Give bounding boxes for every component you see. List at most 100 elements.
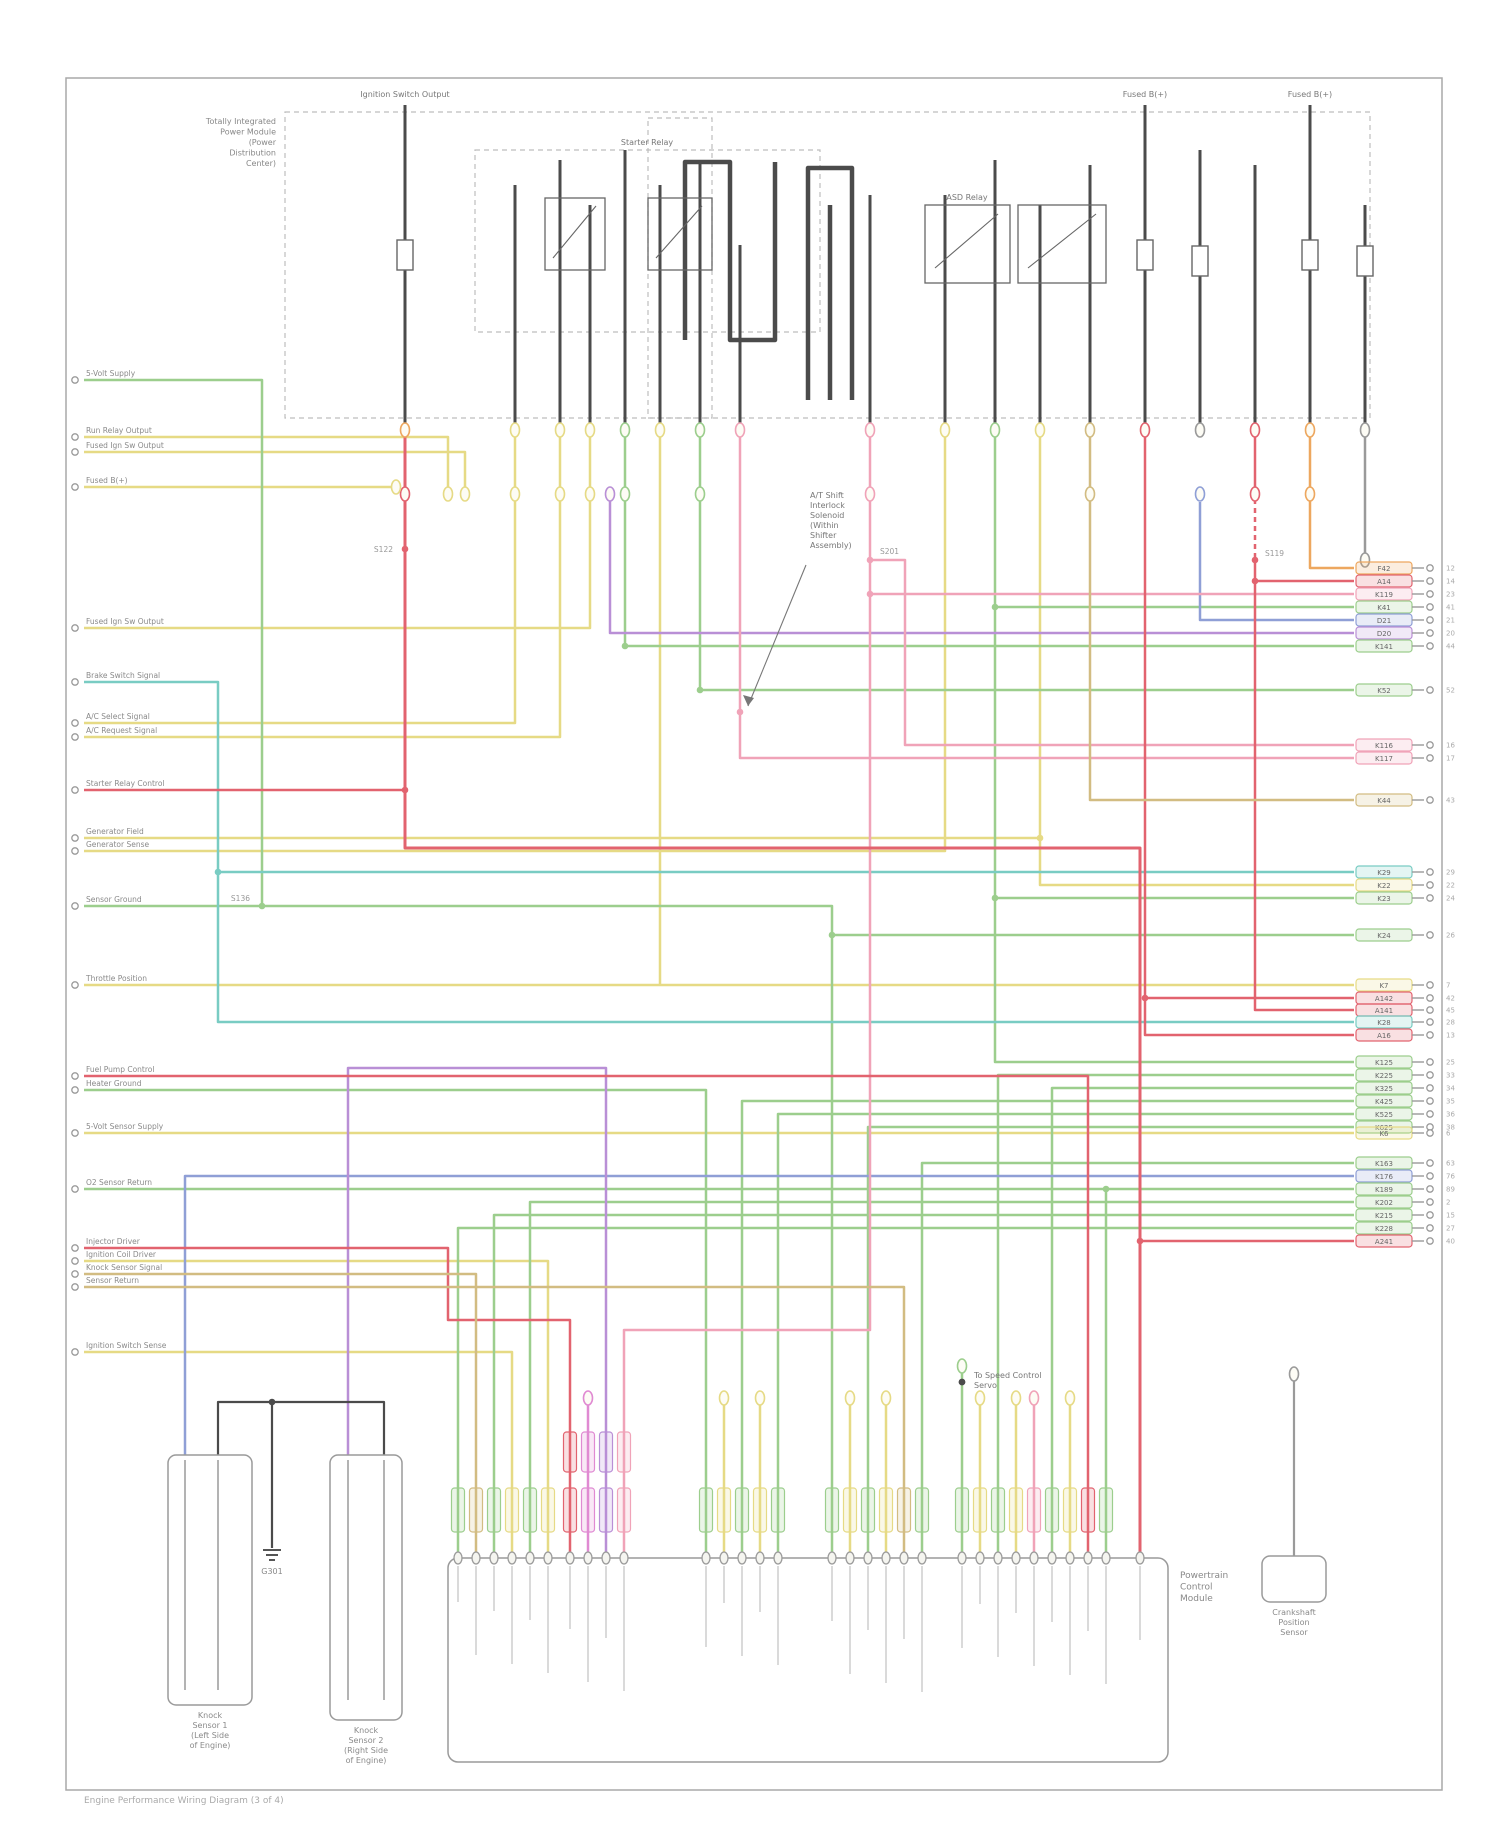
signal-label: Ignition Switch Sense xyxy=(86,1341,167,1350)
wire-blue-66 xyxy=(183,1174,1354,1455)
pin-number: 26 xyxy=(1446,932,1455,940)
splice-dot xyxy=(1102,1185,1110,1193)
pin-number: 45 xyxy=(1446,1007,1455,1015)
tipm-label: Totally Integrated xyxy=(205,117,276,126)
edge-terminal xyxy=(1426,1224,1434,1232)
wire-code: A141 xyxy=(1375,1007,1393,1015)
wires xyxy=(84,105,1367,1700)
wire-teal-64 xyxy=(84,680,1354,1024)
wire-code: K23 xyxy=(1377,895,1391,903)
wire-yellow-33 xyxy=(84,435,450,488)
shift-interlock-note: A/T Shift xyxy=(810,491,844,500)
pcm-pin xyxy=(881,1551,891,1565)
edge-terminal xyxy=(1426,577,1434,585)
pcm-pin xyxy=(719,1551,729,1565)
connector-terminal xyxy=(509,422,521,438)
connector-terminal xyxy=(509,486,521,502)
wire-green-60 xyxy=(492,1213,1354,1556)
wire-code: K625 xyxy=(1375,1124,1393,1132)
connector-terminal xyxy=(864,486,876,502)
feed-label: Fused B(+) xyxy=(1123,90,1167,99)
wire-yellow-23 xyxy=(84,434,562,739)
connector-terminal xyxy=(939,422,951,438)
connector-block xyxy=(716,1487,732,1533)
pcm-pin xyxy=(1029,1551,1039,1565)
edge-terminal xyxy=(71,1257,79,1265)
knock-sensor-1-label: Sensor 1 xyxy=(192,1721,227,1730)
edge-terminal xyxy=(71,786,79,794)
signal-label: Heater Ground xyxy=(86,1079,142,1088)
edge-terminal xyxy=(1426,1018,1434,1026)
pcm-pin xyxy=(1011,1551,1021,1565)
pcm-outline xyxy=(447,1557,1169,1763)
wire-yellow-31 xyxy=(84,1259,550,1556)
connector-block xyxy=(1008,1487,1024,1533)
connector-block xyxy=(1080,1487,1096,1533)
annotation-arrow xyxy=(747,564,807,707)
footer-caption: Engine Performance Wiring Diagram (3 of … xyxy=(84,1796,284,1806)
pcm-pin xyxy=(1101,1551,1111,1565)
signal-label: Generator Sense xyxy=(86,840,150,849)
wire-green-54 xyxy=(776,1112,1354,1556)
connector-block xyxy=(580,1431,596,1473)
connector-terminal xyxy=(399,422,411,438)
connector-terminal xyxy=(554,486,566,502)
pin-number: 14 xyxy=(1446,578,1455,586)
edge-terminal xyxy=(1426,1172,1434,1180)
wire-violet-68 xyxy=(608,496,1354,635)
edge-terminal xyxy=(1426,1084,1434,1092)
wire-green-55 xyxy=(866,1125,1354,1556)
wire-code: K215 xyxy=(1375,1212,1393,1220)
wire-blk-91 xyxy=(216,1400,274,1548)
wire-code: K117 xyxy=(1375,755,1393,763)
pcm-pin xyxy=(1083,1551,1093,1565)
wire-pink-73 xyxy=(870,558,1354,747)
connector-terminal xyxy=(694,486,706,502)
wire-green-59 xyxy=(528,1200,1354,1556)
edge-terminal xyxy=(71,678,79,686)
wire-code: K44 xyxy=(1377,797,1391,805)
pcm-pin xyxy=(845,1551,855,1565)
pin-number: 23 xyxy=(1446,591,1455,599)
connector-terminal xyxy=(654,422,666,438)
splice-dot xyxy=(1136,1237,1144,1245)
relay-symbol xyxy=(924,204,1011,284)
wire-green-45 xyxy=(623,434,1354,648)
wire-blue-67 xyxy=(1198,502,1354,622)
edge-terminal xyxy=(1426,590,1434,598)
splice-dot xyxy=(401,545,409,553)
knock-sensor-1 xyxy=(167,1454,253,1706)
connector-block xyxy=(562,1431,578,1473)
pin-number: 41 xyxy=(1446,604,1455,612)
edge-terminal xyxy=(71,1129,79,1137)
wire-pink-71 xyxy=(738,434,1354,760)
wire-red-78 xyxy=(403,434,1142,1556)
connector-block xyxy=(914,1487,930,1533)
pin-number: 22 xyxy=(1446,882,1455,890)
wire-code: K228 xyxy=(1375,1225,1393,1233)
pcm-pin xyxy=(975,1551,985,1565)
signal-label: Injector Driver xyxy=(86,1237,141,1246)
wire-code: K28 xyxy=(1377,1019,1391,1027)
wire-blk-18 xyxy=(682,159,778,343)
bottom-connector-blocks xyxy=(450,1431,1114,1533)
splice-dot xyxy=(401,786,409,794)
knock-sensor-1-label: Knock xyxy=(198,1711,223,1720)
connector-block xyxy=(770,1487,786,1533)
wire-code: K525 xyxy=(1375,1111,1393,1119)
wire-yellow-28 xyxy=(1038,434,1354,887)
connector-block xyxy=(562,1487,578,1533)
pcm-pin xyxy=(507,1551,517,1565)
relay-symbol xyxy=(1017,204,1107,284)
edge-terminal xyxy=(71,433,79,441)
connector-terminal xyxy=(1194,486,1206,502)
fuse-symbol xyxy=(1191,245,1209,277)
knock-sensor-1-label: of Engine) xyxy=(190,1741,231,1750)
connector-block xyxy=(752,1487,768,1533)
crankshaft-position-sensor xyxy=(1261,1555,1327,1603)
connector-block xyxy=(896,1487,912,1533)
crankshaft-position-sensor-label: Sensor xyxy=(1280,1628,1308,1637)
wire-code: D20 xyxy=(1377,630,1391,638)
splice-dot xyxy=(696,686,704,694)
